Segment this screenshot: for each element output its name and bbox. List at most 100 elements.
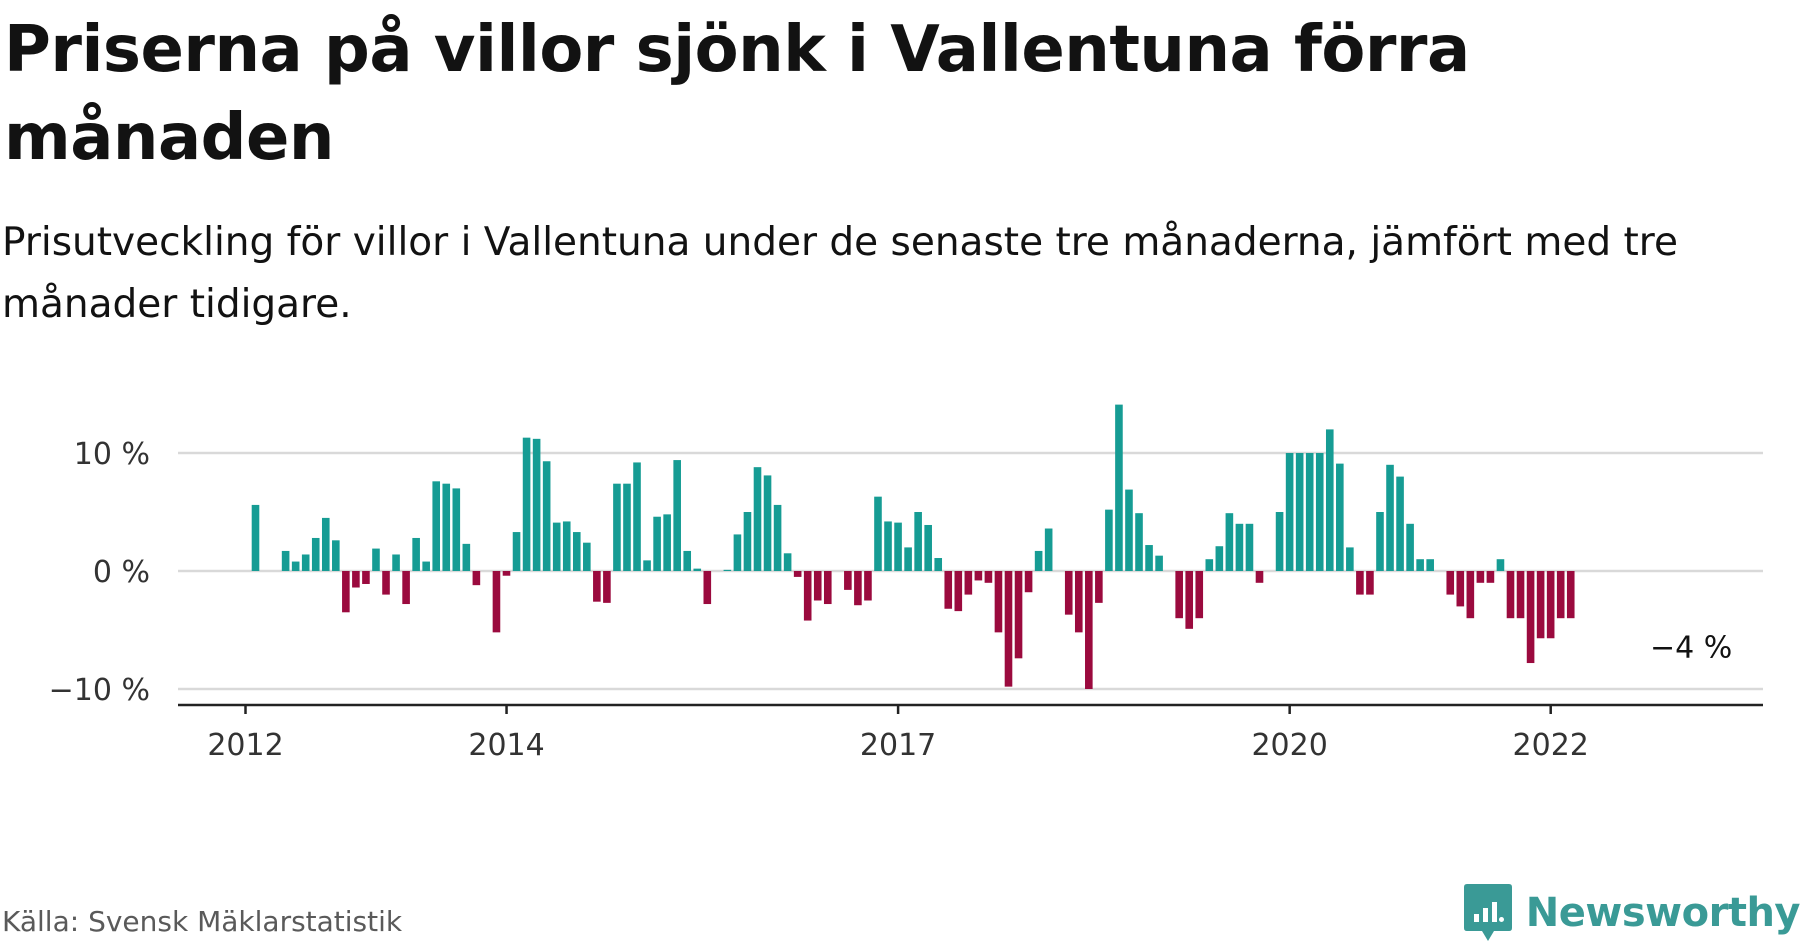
- bar: [1546, 571, 1555, 639]
- annotation-marker: [1642, 642, 1652, 652]
- bar: [332, 540, 340, 571]
- axis-labels: 10 % 0 % −10 % 2012 2014 2017 2020 2022 −4 %: [49, 437, 1733, 763]
- bar: [1074, 571, 1083, 633]
- bar: [1195, 571, 1204, 619]
- bar: [1024, 571, 1033, 593]
- bar: [1416, 559, 1424, 571]
- chart-title: Priserna på villor sjönk i Vallentuna fö…: [4, 13, 1470, 175]
- bar: [1215, 546, 1224, 571]
- x-tick-label: 2022: [1513, 728, 1589, 763]
- annotation-label: −4 %: [1650, 631, 1732, 666]
- bar: [733, 534, 742, 571]
- bar: [1446, 571, 1455, 595]
- bar: [552, 522, 561, 571]
- bar: [603, 571, 611, 603]
- bars: [251, 404, 1575, 689]
- bar: [703, 571, 712, 605]
- bar: [492, 571, 501, 633]
- bar: [362, 571, 370, 584]
- bar: [1095, 571, 1103, 603]
- x-axis: [178, 703, 1763, 714]
- bar: [1175, 571, 1183, 619]
- bar: [803, 571, 812, 621]
- bar: [914, 512, 922, 571]
- y-tick-label: 10 %: [74, 437, 150, 472]
- bar: [924, 524, 932, 571]
- bar: [1496, 559, 1505, 571]
- bar: [572, 532, 581, 571]
- bar: [1476, 571, 1485, 583]
- bar: [291, 561, 300, 571]
- x-tick-label: 2012: [207, 728, 283, 763]
- bar: [1034, 550, 1043, 571]
- bar: [412, 537, 420, 571]
- bar: [1225, 513, 1234, 571]
- bar: [442, 483, 451, 571]
- x-tick-label: 2020: [1251, 728, 1327, 763]
- bar: [994, 571, 1003, 633]
- bar: [964, 571, 973, 595]
- bar: [352, 571, 360, 588]
- bar: [542, 461, 551, 571]
- bar: [864, 571, 872, 601]
- bar: [1155, 555, 1163, 571]
- bar: [944, 571, 953, 609]
- bar: [613, 483, 621, 571]
- x-tick-label: 2017: [860, 728, 936, 763]
- bar: [874, 496, 882, 571]
- bar: [673, 460, 681, 571]
- bar: [1285, 453, 1294, 571]
- bar: [1486, 571, 1495, 583]
- bar: [1526, 571, 1535, 664]
- bar: [372, 548, 380, 571]
- bar: [583, 542, 591, 571]
- bar: [934, 558, 943, 571]
- bar: [422, 561, 430, 571]
- bar: [1245, 523, 1254, 571]
- bar: [1376, 512, 1384, 571]
- bar: [472, 571, 481, 586]
- bar: [723, 569, 732, 571]
- bar: [562, 521, 571, 571]
- bar: [382, 571, 390, 595]
- x-tick-label: 2014: [468, 728, 544, 763]
- bar: [753, 467, 762, 571]
- brand-logo: Newsworthy: [1463, 884, 1800, 942]
- bar: [1085, 571, 1093, 689]
- bar: [1456, 571, 1465, 607]
- bar: [904, 547, 912, 571]
- bar: [743, 512, 752, 571]
- bar: [1145, 545, 1153, 571]
- bar: [1185, 571, 1194, 629]
- bar: [623, 483, 631, 571]
- bar: [813, 571, 822, 601]
- bar: [1205, 559, 1214, 571]
- bar: [1125, 489, 1133, 571]
- bar: [633, 462, 641, 571]
- y-tick-label: −10 %: [49, 673, 150, 708]
- bar: [502, 571, 511, 576]
- bar: [452, 488, 461, 571]
- bar: [432, 481, 441, 571]
- bar: [683, 550, 692, 571]
- bar: [512, 532, 521, 571]
- bar: [1305, 453, 1314, 571]
- bar: [653, 516, 661, 571]
- bar: [894, 522, 902, 571]
- bar: [1536, 571, 1545, 639]
- newsworthy-logo-icon: [1463, 884, 1512, 941]
- bar: [1255, 571, 1264, 583]
- bar: [1396, 476, 1404, 571]
- bar: [1275, 512, 1284, 571]
- bar: [1336, 463, 1344, 571]
- bar: [643, 560, 651, 571]
- bar: [763, 475, 772, 571]
- bar: [342, 571, 350, 613]
- bar: [884, 521, 892, 571]
- bar: [593, 571, 601, 602]
- bar: [462, 543, 471, 571]
- y-tick-label: 0 %: [93, 555, 150, 590]
- bar: [954, 571, 963, 612]
- bar: [1566, 571, 1575, 619]
